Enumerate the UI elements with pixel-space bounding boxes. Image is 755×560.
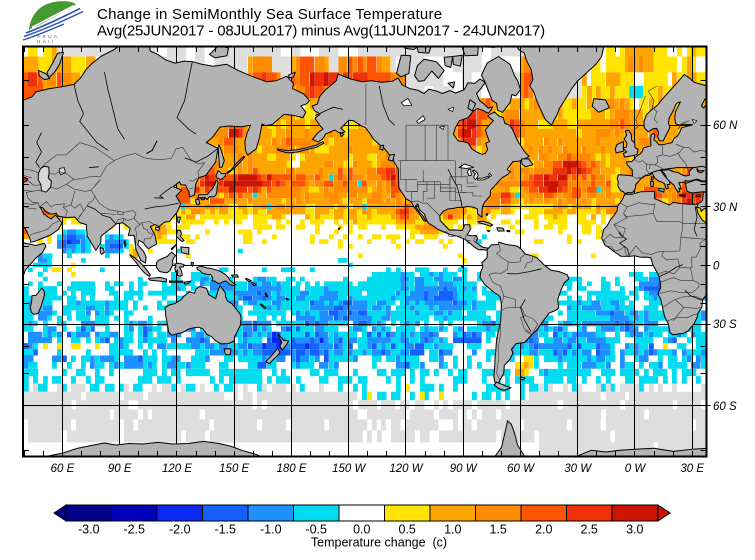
svg-text:30 S: 30 S [713, 319, 737, 331]
svg-text:-1.5: -1.5 [214, 523, 236, 537]
svg-text:60 W: 60 W [507, 463, 535, 475]
svg-text:120 W: 120 W [389, 463, 423, 475]
svg-text:60 S: 60 S [713, 401, 737, 413]
svg-text:Change in SemiMonthly Sea Surf: Change in SemiMonthly Sea Surface Temper… [97, 6, 442, 23]
svg-text:60 N: 60 N [713, 120, 738, 132]
svg-text:Avg(25JUN2017 - 08JUL2017) min: Avg(25JUN2017 - 08JUL2017) minus Avg(11J… [97, 23, 545, 40]
svg-text:150 W: 150 W [332, 463, 366, 475]
svg-text:0 W: 0 W [625, 463, 647, 475]
svg-text:90 W: 90 W [450, 463, 478, 475]
svg-text:-3.0: -3.0 [78, 523, 100, 537]
svg-text:0.0: 0.0 [353, 523, 370, 537]
svg-text:3.0: 3.0 [626, 523, 643, 537]
svg-text:90 E: 90 E [108, 463, 132, 475]
svg-text:30 E: 30 E [680, 463, 704, 475]
svg-text:1.5: 1.5 [490, 523, 507, 537]
svg-text:30 W: 30 W [564, 463, 592, 475]
svg-text:0: 0 [713, 261, 720, 273]
svg-text:2.0: 2.0 [535, 523, 552, 537]
svg-text:-1.0: -1.0 [260, 523, 282, 537]
svg-text:180 E: 180 E [276, 463, 306, 475]
svg-text:120 E: 120 E [162, 463, 192, 475]
svg-text:-0.5: -0.5 [305, 523, 327, 537]
svg-text:1.0: 1.0 [444, 523, 461, 537]
svg-text:Temperature change (c): Temperature change (c) [311, 536, 447, 550]
svg-text:30 N: 30 N [713, 202, 738, 214]
svg-text:150 E: 150 E [219, 463, 249, 475]
svg-text:ARUA: ARUA [37, 34, 60, 39]
svg-text:2.5: 2.5 [581, 523, 598, 537]
svg-text:60 E: 60 E [51, 463, 75, 475]
svg-text:-2.0: -2.0 [169, 523, 191, 537]
svg-text:-2.5: -2.5 [123, 523, 145, 537]
svg-text:0.5: 0.5 [399, 523, 416, 537]
svg-text:HAII: HAII [37, 39, 56, 44]
